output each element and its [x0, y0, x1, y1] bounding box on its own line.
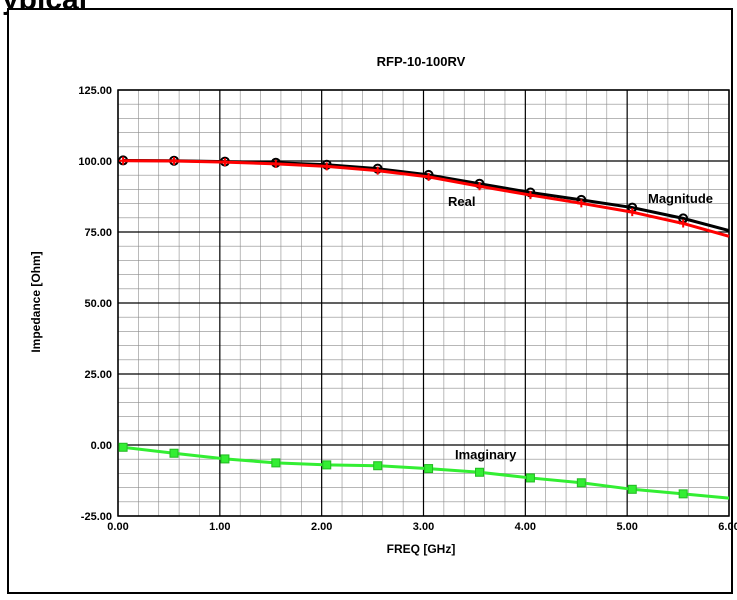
x-axis-title: FREQ [GHz]	[387, 542, 456, 556]
chart-frame	[7, 8, 733, 594]
imaginary-point	[373, 461, 383, 471]
y-tick-label: 125.00	[78, 85, 112, 97]
imaginary-point	[678, 489, 688, 499]
real-point	[322, 162, 331, 171]
series-layer	[118, 155, 730, 500]
imaginary-point	[424, 464, 434, 474]
y-tick-label: 25.00	[84, 369, 112, 381]
major-grid	[117, 89, 730, 517]
imaginary-label: Imaginary	[455, 447, 517, 462]
x-tick-label: 6.00	[718, 521, 737, 533]
plot-border	[117, 89, 730, 517]
tick-labels: 0.00 1.00 2.00 3.00 4.00 5.00 6.00 125.00 100.00…	[78, 85, 737, 533]
y-tick-label: 75.00	[84, 227, 112, 239]
x-tick-label: 3.00	[413, 521, 434, 533]
y-tick-label: 0.00	[91, 440, 112, 452]
real-point	[526, 191, 535, 200]
real-point	[424, 172, 433, 181]
x-tick-label: 2.00	[311, 521, 332, 533]
imaginary-point	[271, 458, 281, 468]
real-point	[220, 158, 229, 167]
imaginary-point	[627, 484, 637, 494]
imaginary-point	[475, 467, 485, 477]
imaginary-point	[576, 478, 586, 488]
x-tick-label: 5.00	[616, 521, 637, 533]
real-point	[170, 157, 179, 165]
x-tick-label: 1.00	[209, 521, 230, 533]
imaginary-point	[322, 460, 332, 470]
real-point	[271, 159, 280, 168]
imaginary-point	[220, 454, 230, 464]
y-tick-label: 50.00	[84, 298, 112, 310]
x-tick-label: 0.00	[107, 521, 128, 533]
real-label: Real	[448, 194, 475, 209]
real-point	[628, 208, 637, 217]
imaginary-point	[169, 448, 179, 458]
magnitude-label: Magnitude	[648, 191, 713, 206]
real-point	[119, 156, 128, 165]
y-tick-label: 100.00	[78, 156, 112, 168]
x-tick-label: 4.00	[515, 521, 536, 533]
imaginary-point	[525, 473, 535, 483]
chart-title: RFP-10-100RV	[377, 54, 466, 69]
real-point	[577, 199, 586, 208]
real-point	[373, 166, 382, 175]
real-point	[679, 219, 688, 228]
imaginary-point	[118, 442, 128, 452]
y-axis-title: Impedance [Ohm]	[29, 251, 43, 352]
y-tick-label: -25.00	[81, 511, 112, 523]
real-point	[475, 182, 484, 191]
